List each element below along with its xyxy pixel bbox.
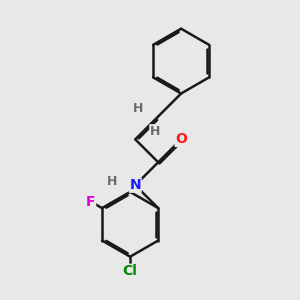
- Text: H: H: [133, 102, 144, 115]
- Text: N: N: [130, 178, 141, 192]
- Text: F: F: [86, 195, 96, 208]
- Text: H: H: [107, 176, 117, 188]
- Text: Cl: Cl: [123, 264, 138, 278]
- Text: O: O: [175, 132, 187, 146]
- Text: H: H: [150, 125, 160, 138]
